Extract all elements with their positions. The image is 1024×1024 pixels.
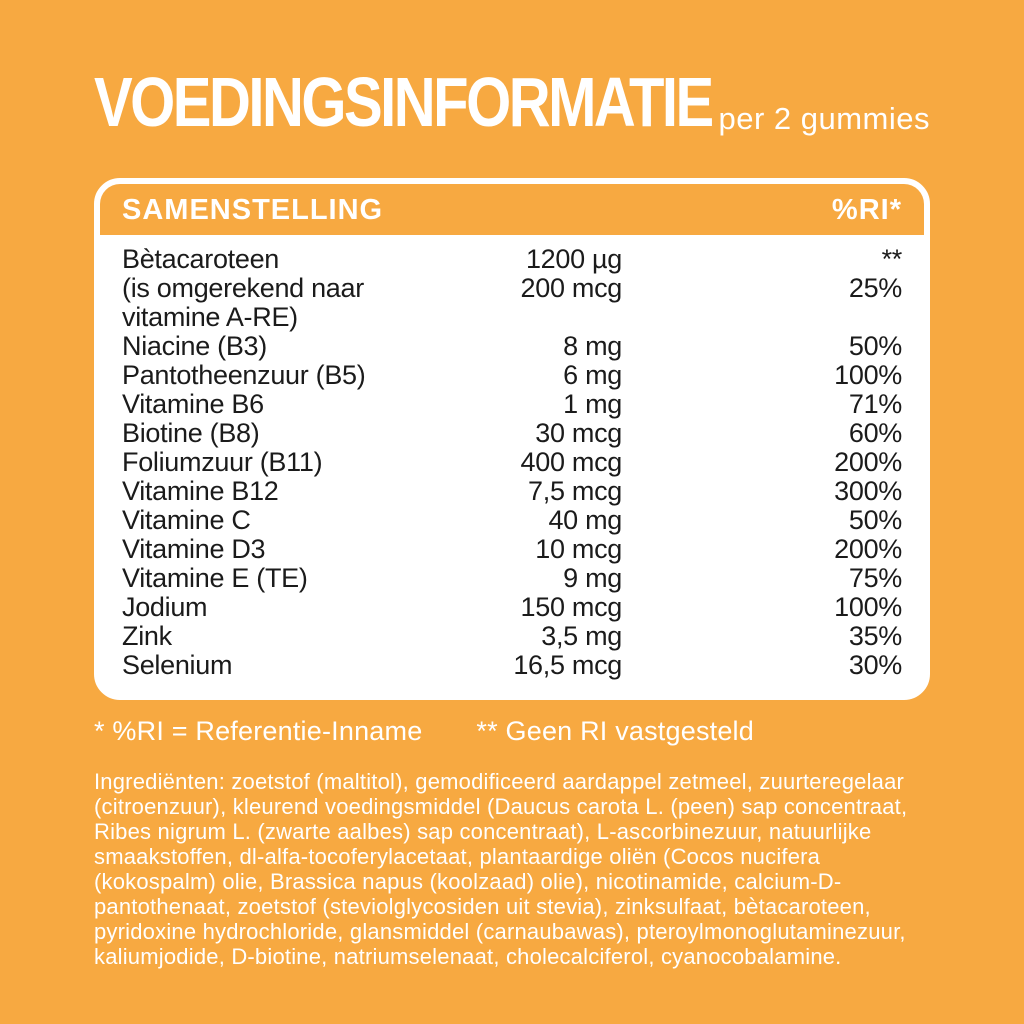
row-name: Zink xyxy=(122,621,172,651)
row-ri: 50% xyxy=(848,331,902,361)
row-amount: 6 mg xyxy=(563,360,622,390)
row-ri: 100% xyxy=(834,360,902,390)
footnotes: * %RI = Referentie-Inname ** Geen RI vas… xyxy=(94,716,930,747)
row-ri: 100% xyxy=(834,592,902,622)
table-row: Pantotheenzuur (B5) 6 mg 100% xyxy=(122,361,902,390)
row-amount: 10 mcg xyxy=(535,534,622,564)
table-row: Selenium 16,5 mcg 30% xyxy=(122,651,902,680)
row-amount: 9 mg xyxy=(563,563,622,593)
row-amount: 1200 µg xyxy=(525,244,622,274)
row-name: Niacine (B3) xyxy=(122,331,267,361)
ri-column-header: %RI* xyxy=(831,194,902,226)
table-row: Vitamine E (TE) 9 mg 75% xyxy=(122,564,902,593)
nutrition-table-header: SAMENSTELLING %RI* xyxy=(100,184,924,235)
table-row: vitamine A-RE) xyxy=(122,303,902,332)
row-amount: 3,5 mg xyxy=(541,621,622,651)
table-row: Vitamine D3 10 mcg 200% xyxy=(122,535,902,564)
row-ri: 200% xyxy=(834,447,902,477)
row-amount: 150 mcg xyxy=(520,592,623,622)
row-name: Vitamine E (TE) xyxy=(122,563,308,593)
row-ri: 200% xyxy=(834,534,902,564)
row-ri: 30% xyxy=(848,650,902,680)
page-title: VOEDINGSINFORMATIE xyxy=(94,63,714,142)
table-row: Foliumzuur (B11) 400 mcg 200% xyxy=(122,448,902,477)
row-ri: 25% xyxy=(848,273,902,303)
row-amount: 200 mcg xyxy=(520,273,623,303)
row-amount: 40 mg xyxy=(548,505,622,535)
table-row: Bètacaroteen 1200 µg ** xyxy=(122,245,902,274)
table-row: Vitamine B12 7,5 mcg 300% xyxy=(122,477,902,506)
row-name: Vitamine B6 xyxy=(122,389,264,419)
row-name: Bètacaroteen xyxy=(122,244,280,274)
row-amount: 1 mg xyxy=(563,389,622,419)
nutrition-table-body: Bètacaroteen 1200 µg ** (is omgerekend n… xyxy=(100,235,924,694)
row-ri: 75% xyxy=(848,563,902,593)
row-amount: 16,5 mcg xyxy=(513,650,622,680)
table-row: Vitamine C 40 mg 50% xyxy=(122,506,902,535)
row-name: Selenium xyxy=(122,650,233,680)
row-amount: 30 mcg xyxy=(535,418,622,448)
table-row: Jodium 150 mcg 100% xyxy=(122,593,902,622)
row-name: Foliumzuur (B11) xyxy=(122,447,323,477)
nutrition-table: SAMENSTELLING %RI* Bètacaroteen 1200 µg … xyxy=(94,178,930,700)
ingredients-text: Ingrediënten: zoetstof (maltitol), gemod… xyxy=(94,769,908,969)
row-ri: 300% xyxy=(834,476,902,506)
table-row: Zink 3,5 mg 35% xyxy=(122,622,902,651)
row-ri xyxy=(622,303,902,332)
row-ri: 50% xyxy=(848,505,902,535)
row-name: Vitamine D3 xyxy=(122,534,266,564)
row-name: Vitamine C xyxy=(122,505,251,535)
row-name: vitamine A-RE) xyxy=(122,302,298,332)
table-row: Niacine (B3) 8 mg 50% xyxy=(122,332,902,361)
row-ri: ** xyxy=(881,244,903,274)
row-ri: 60% xyxy=(848,418,902,448)
row-amount xyxy=(462,303,622,332)
serving-size: per 2 gummies xyxy=(718,101,930,136)
no-ri-footnote: ** Geen RI vastgesteld xyxy=(476,716,754,746)
row-name: Pantotheenzuur (B5) xyxy=(122,360,366,390)
label-panel: VOEDINGSINFORMATIE per 2 gummies SAMENST… xyxy=(94,58,930,969)
row-ri: 35% xyxy=(848,621,902,651)
row-ri: 71% xyxy=(848,389,902,419)
row-name: Biotine (B8) xyxy=(122,418,260,448)
row-amount: 7,5 mcg xyxy=(528,476,622,506)
table-row: Biotine (B8) 30 mcg 60% xyxy=(122,419,902,448)
row-name: (is omgerekend naar xyxy=(122,273,364,303)
table-row: (is omgerekend naar 200 mcg 25% xyxy=(122,274,902,303)
row-name: Vitamine B12 xyxy=(122,476,279,506)
row-amount: 400 mcg xyxy=(520,447,623,477)
name-column-header: SAMENSTELLING xyxy=(122,194,384,226)
title-row: VOEDINGSINFORMATIE per 2 gummies xyxy=(94,58,930,138)
row-name: Jodium xyxy=(122,592,208,622)
ri-footnote: * %RI = Referentie-Inname xyxy=(94,716,423,746)
row-amount: 8 mg xyxy=(563,331,622,361)
table-row: Vitamine B6 1 mg 71% xyxy=(122,390,902,419)
